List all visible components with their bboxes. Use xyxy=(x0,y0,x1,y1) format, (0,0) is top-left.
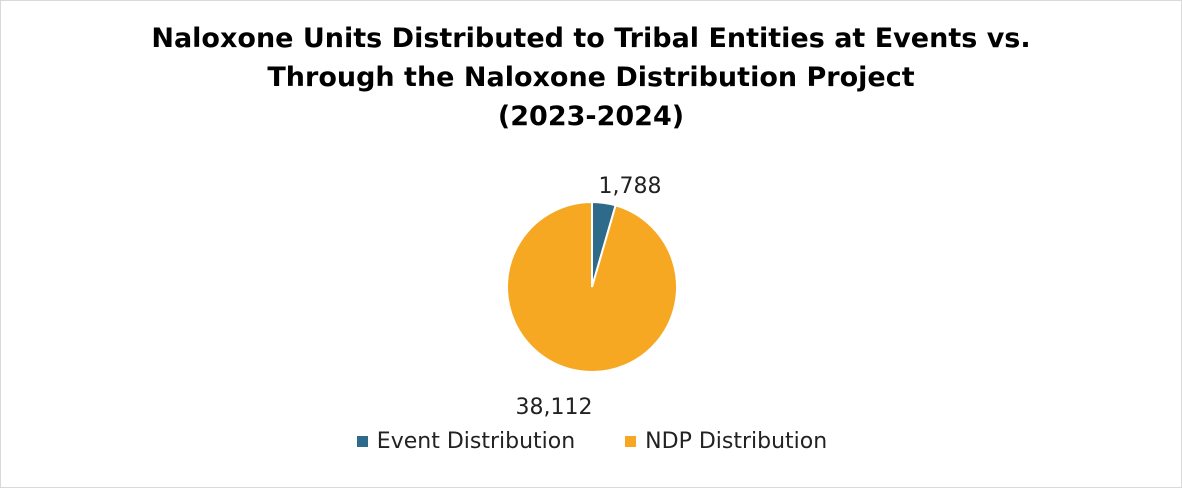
chart-title-line-1: Naloxone Units Distributed to Tribal Ent… xyxy=(151,23,1031,54)
pie-slices xyxy=(506,200,678,373)
legend-item-event-distribution: Event Distribution xyxy=(356,429,576,454)
chart-title: Naloxone Units Distributed to Tribal Ent… xyxy=(91,19,1091,136)
data-label-ndp-distribution: 38,112 xyxy=(516,395,593,420)
legend-label-event-distribution: Event Distribution xyxy=(376,429,576,454)
legend-item-ndp-distribution: NDP Distribution xyxy=(625,429,827,454)
data-label-event-distribution: 1,788 xyxy=(599,174,662,199)
legend-swatch-event-distribution xyxy=(356,436,368,447)
legend-label-ndp-distribution: NDP Distribution xyxy=(645,429,828,454)
chart-title-line-3: (2023-2024) xyxy=(497,101,685,132)
pie-slice-ndp-distribution xyxy=(506,200,678,373)
chart-title-line-2: Through the Naloxone Distribution Projec… xyxy=(267,62,915,93)
legend: Event Distribution NDP Distribution xyxy=(1,429,1182,454)
legend-swatch-ndp-distribution xyxy=(625,436,637,447)
